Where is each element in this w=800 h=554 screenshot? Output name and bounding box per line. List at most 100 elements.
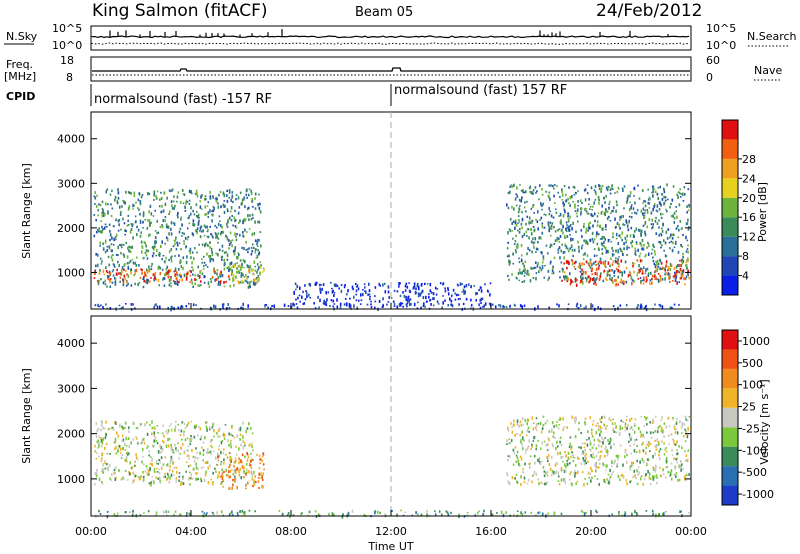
scatter-point <box>518 279 521 282</box>
scatter-point <box>567 215 569 218</box>
scatter-point <box>142 475 145 479</box>
colorbar-tick-label: 20 <box>742 192 756 205</box>
scatter-point <box>597 428 600 431</box>
scatter-point <box>628 215 631 218</box>
scatter-point <box>517 459 520 463</box>
scatter-point <box>521 217 524 221</box>
scatter-point <box>564 469 567 473</box>
scatter-point <box>517 210 520 214</box>
scatter-point <box>508 438 510 441</box>
scatter-point <box>117 229 120 232</box>
scatter-point <box>182 477 184 481</box>
scatter-point <box>510 422 512 425</box>
scatter-point <box>585 230 587 234</box>
scatter-point <box>408 299 410 303</box>
scatter-point <box>532 440 535 442</box>
scatter-point <box>176 214 179 217</box>
scatter-point <box>332 305 334 308</box>
scatter-point <box>605 469 607 472</box>
scatter-point <box>314 282 317 286</box>
scatter-point <box>531 416 534 420</box>
scatter-point <box>417 285 420 288</box>
scatter-point <box>549 243 552 246</box>
scatter-point <box>399 303 402 307</box>
scatter-point <box>673 246 676 248</box>
scatter-point <box>104 212 106 216</box>
scatter-point <box>253 480 255 484</box>
scatter-point <box>218 215 221 218</box>
scatter-point <box>191 281 193 285</box>
scatter-point <box>220 450 222 455</box>
scatter-point <box>662 429 664 433</box>
scatter-point <box>563 277 566 281</box>
scatter-point <box>634 229 636 233</box>
scatter-point <box>101 207 104 210</box>
scatter-point <box>241 266 243 269</box>
scatter-point <box>573 457 576 459</box>
scatter-point <box>434 510 436 513</box>
scatter-point <box>605 428 607 430</box>
scatter-point <box>518 268 521 272</box>
scatter-point <box>599 433 601 437</box>
scatter-point <box>180 216 182 219</box>
scatter-point <box>167 444 170 448</box>
scatter-point <box>199 427 202 431</box>
scatter-point <box>595 509 597 513</box>
scatter-point <box>132 480 134 484</box>
scatter-point <box>339 302 342 307</box>
scatter-point <box>170 455 173 459</box>
scatter-point <box>273 304 275 308</box>
scatter-point <box>195 472 197 475</box>
scatter-point <box>683 277 685 281</box>
scatter-point <box>153 434 155 437</box>
scatter-point <box>645 417 647 421</box>
scatter-point <box>330 281 332 284</box>
scatter-point <box>196 434 199 437</box>
scatter-point <box>643 478 646 481</box>
scatter-point <box>417 292 420 296</box>
scatter-point <box>593 438 596 442</box>
scatter-point <box>153 480 155 485</box>
scatter-point <box>166 196 168 200</box>
scatter-point <box>101 423 103 425</box>
scatter-point <box>619 425 621 429</box>
scatter-point <box>547 459 549 463</box>
scatter-point <box>617 283 619 286</box>
scatter-point <box>197 467 199 471</box>
scatter-point <box>230 242 232 244</box>
scatter-point <box>258 193 260 196</box>
scatter-point <box>155 254 157 257</box>
scatter-point <box>202 453 205 457</box>
scatter-point <box>133 191 136 195</box>
scatter-point <box>203 478 206 481</box>
scatter-point <box>574 464 577 467</box>
scatter-point <box>538 236 541 239</box>
scatter-point <box>686 434 689 439</box>
scatter-point <box>117 254 119 257</box>
scatter-point <box>137 442 139 445</box>
scatter-point <box>228 470 231 473</box>
scatter-point <box>122 447 124 451</box>
scatter-point <box>252 243 254 246</box>
scatter-point <box>97 282 100 286</box>
scatter-point <box>353 295 355 299</box>
scatter-point <box>125 437 128 441</box>
scatter-point <box>209 464 211 468</box>
scatter-point <box>160 244 162 248</box>
scatter-point <box>583 512 586 516</box>
scatter-point <box>379 511 381 514</box>
scatter-point <box>153 467 156 472</box>
scatter-point <box>240 443 242 447</box>
scatter-point <box>681 245 684 248</box>
scatter-point <box>597 306 599 309</box>
scatter-point <box>673 457 675 460</box>
scatter-point <box>99 268 101 272</box>
scatter-point <box>201 261 203 264</box>
scatter-point <box>658 453 660 457</box>
scatter-point <box>519 420 522 423</box>
scatter-point <box>195 214 198 218</box>
scatter-point <box>609 468 611 473</box>
scatter-point <box>135 220 137 224</box>
scatter-point <box>642 272 644 275</box>
scatter-point <box>622 463 624 467</box>
